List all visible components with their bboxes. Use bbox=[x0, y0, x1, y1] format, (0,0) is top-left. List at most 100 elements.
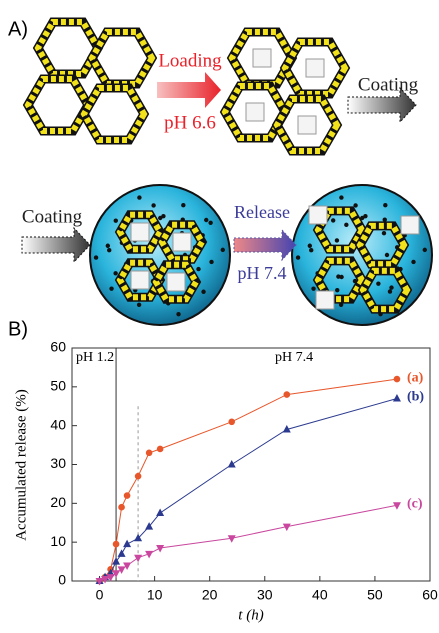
coating-dot bbox=[94, 255, 98, 259]
coating-dot bbox=[335, 238, 339, 242]
data-point bbox=[156, 545, 164, 553]
coating-dot bbox=[151, 203, 155, 207]
label: Coating bbox=[358, 74, 419, 95]
x-tick-label: 10 bbox=[147, 587, 163, 603]
data-point bbox=[394, 376, 401, 383]
series-label: (c) bbox=[407, 496, 423, 511]
coating-dot bbox=[137, 195, 141, 199]
coating-dot bbox=[106, 244, 110, 248]
coating-dot bbox=[353, 203, 357, 207]
coating-dot bbox=[309, 248, 313, 252]
coating-dot bbox=[383, 217, 387, 221]
coating-dot bbox=[209, 260, 213, 264]
coating-dot bbox=[181, 203, 185, 207]
y-tick-label: 30 bbox=[50, 455, 66, 471]
coating-dot bbox=[296, 255, 300, 259]
coating-dot bbox=[114, 218, 118, 222]
coating-dot bbox=[339, 275, 343, 279]
schematic: A) Loading pH 6.6 Coating Coating Releas… bbox=[8, 18, 432, 325]
x-tick-label: 50 bbox=[367, 587, 383, 603]
x-tick-label: 40 bbox=[312, 587, 328, 603]
coating-dot bbox=[208, 221, 212, 225]
coating-dot bbox=[221, 248, 225, 252]
y-tick-label: 40 bbox=[50, 416, 66, 432]
coating-dot bbox=[335, 288, 339, 292]
label: pH 6.6 bbox=[164, 112, 216, 133]
y-axis-title: Accumulated release (%) bbox=[13, 389, 29, 541]
figure: A) Loading pH 6.6 Coating Coating Releas… bbox=[0, 0, 439, 628]
arrow bbox=[234, 230, 296, 260]
label: Loading bbox=[158, 50, 222, 71]
coating-dot bbox=[311, 286, 315, 290]
drug bbox=[131, 271, 149, 289]
data-point bbox=[118, 549, 126, 557]
coating-dot bbox=[137, 303, 141, 307]
arrow bbox=[157, 72, 221, 108]
coating-dot bbox=[109, 286, 113, 290]
label: Release bbox=[234, 202, 290, 222]
data-point bbox=[146, 450, 153, 457]
data-point bbox=[157, 446, 164, 453]
coating-dot bbox=[339, 195, 343, 199]
drug bbox=[298, 116, 316, 134]
y-tick-label: 10 bbox=[50, 533, 66, 549]
panel-label: A) bbox=[8, 18, 28, 40]
data-point bbox=[284, 391, 291, 398]
coating-dot bbox=[201, 290, 205, 294]
drug bbox=[173, 233, 191, 251]
data-point bbox=[156, 509, 164, 517]
coating-dot bbox=[382, 231, 386, 235]
data-point bbox=[123, 540, 131, 548]
data-point bbox=[228, 418, 235, 425]
drug bbox=[316, 291, 334, 309]
panel-label: B) bbox=[8, 318, 28, 340]
arrow bbox=[22, 228, 90, 262]
coating-dot bbox=[196, 267, 200, 271]
data-point bbox=[118, 566, 126, 574]
chart: B) t (h) Accumulated release (%) 0 10 20 30… bbox=[8, 318, 438, 623]
annotation: pH 1.2 bbox=[76, 350, 114, 365]
coating-dot bbox=[376, 281, 380, 285]
x-tick-label: 0 bbox=[96, 587, 104, 603]
series-label: (a) bbox=[407, 370, 424, 385]
drug bbox=[306, 59, 324, 77]
coating-dot bbox=[158, 216, 162, 220]
series-line bbox=[100, 505, 398, 581]
coating-dot bbox=[113, 271, 117, 275]
drug bbox=[246, 103, 264, 121]
drug bbox=[167, 273, 185, 291]
coating-dot bbox=[411, 260, 415, 264]
series-line bbox=[100, 379, 398, 581]
coating-dot bbox=[383, 203, 387, 207]
coating-dot bbox=[389, 285, 393, 289]
data-point bbox=[393, 394, 401, 402]
coating-dot bbox=[423, 248, 427, 252]
data-point bbox=[124, 492, 131, 499]
series-line bbox=[100, 399, 398, 582]
label: pH 7.4 bbox=[238, 263, 287, 283]
x-axis-title: t (h) bbox=[238, 607, 263, 623]
annotation: pH 7.4 bbox=[275, 350, 313, 365]
coating-dot bbox=[331, 218, 335, 222]
coating-dot bbox=[204, 218, 208, 222]
data-point bbox=[118, 504, 125, 511]
data-point bbox=[228, 460, 236, 468]
data-point bbox=[134, 555, 142, 563]
drug bbox=[253, 49, 271, 67]
data-point bbox=[123, 562, 131, 570]
y-tick-label: 20 bbox=[50, 494, 66, 510]
x-tick-label: 20 bbox=[202, 587, 218, 603]
drug bbox=[131, 223, 149, 241]
drug bbox=[309, 206, 327, 224]
coating-dot bbox=[344, 223, 348, 227]
x-tick-label: 60 bbox=[422, 587, 438, 603]
x-tick-label: 30 bbox=[257, 587, 273, 603]
series-label: (b) bbox=[407, 390, 424, 405]
y-tick-label: 60 bbox=[50, 339, 66, 355]
coating-dot bbox=[388, 289, 392, 293]
coating-dot bbox=[385, 253, 389, 257]
label: Coating bbox=[22, 206, 83, 227]
y-tick-label: 50 bbox=[50, 378, 66, 394]
coating-dot bbox=[176, 312, 180, 316]
coating-dot bbox=[107, 248, 111, 252]
